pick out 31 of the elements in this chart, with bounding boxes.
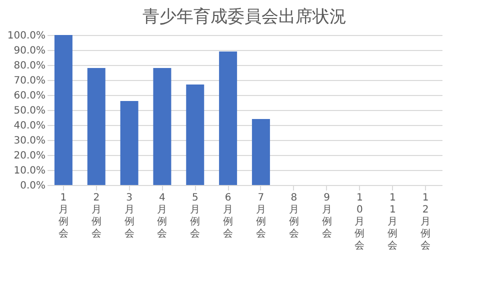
x-tick-label: 3月例会 (124, 192, 134, 240)
bar (120, 101, 138, 185)
y-tick-label: 30.0% (14, 136, 46, 146)
x-tick-label: 5月例会 (190, 192, 200, 240)
y-tick-label: 80.0% (14, 60, 46, 72)
x-tick-label: 2月例会 (91, 192, 102, 240)
y-tick-label: 60.0% (14, 90, 46, 102)
bar (153, 68, 172, 185)
x-tick-label: 9月例会 (322, 192, 332, 240)
bar (186, 84, 204, 185)
x-tick-label: 7月例会 (256, 192, 266, 240)
y-tick-label: 40.0% (14, 120, 46, 132)
y-tick-label: 70.0% (14, 76, 46, 86)
bar (87, 68, 106, 185)
x-tick-label: 1月例会 (58, 192, 68, 240)
x-tick-label: 11月例会 (388, 192, 398, 252)
y-tick-label: 0.0% (20, 180, 46, 192)
x-tick-label: 4月例会 (157, 192, 168, 240)
bar (54, 35, 72, 185)
y-tick-label: 10.0% (14, 166, 46, 176)
y-tick-label: 20.0% (14, 150, 46, 162)
chart-title: 青少年育成委員会出席状況 (142, 7, 346, 27)
x-tick-label: 8月例会 (288, 192, 299, 240)
x-tick-label: 12月例会 (420, 192, 431, 252)
bar (219, 52, 238, 185)
y-tick-label: 50.0% (14, 106, 46, 116)
y-tick-label: 90.0% (14, 46, 46, 56)
x-tick-label: 6月例会 (223, 192, 234, 240)
y-tick-label: 100.0% (7, 30, 46, 42)
bar (252, 119, 270, 185)
x-tick-label: 10月例会 (354, 192, 365, 252)
